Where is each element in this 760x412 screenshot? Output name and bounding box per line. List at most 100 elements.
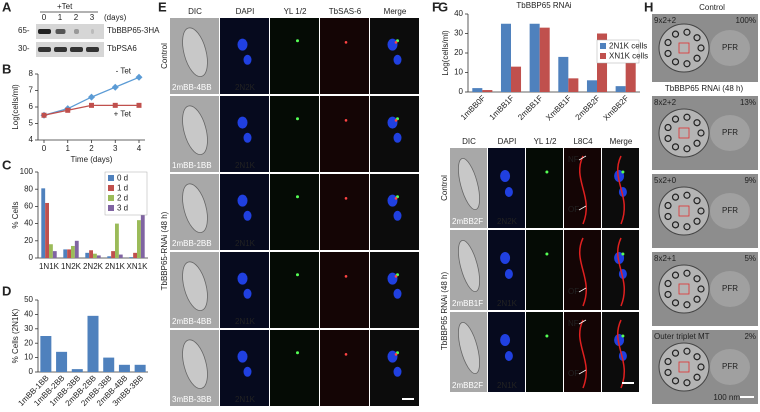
panel-label: B [2,61,11,76]
bar [111,251,115,258]
axoneme [658,264,710,314]
y-tick-label: 5 [29,119,34,128]
doublet [693,119,701,127]
bar [472,88,483,92]
band [38,47,51,52]
panel-label: D [2,283,11,298]
scale-label: 100 nm [713,393,740,402]
bar [96,255,101,258]
nucleus [393,210,402,221]
axoneme [658,23,710,73]
cell [182,27,208,77]
doublet [664,134,672,143]
axoneme [658,108,710,158]
micrograph [320,96,369,172]
arrow [578,369,587,375]
central-pair [678,42,690,54]
treatment: +Tet [57,2,73,11]
y-tick-label: 8 [29,69,34,78]
y-tick-label: 40 [24,219,33,228]
image-name: 5x2+0 [654,176,677,185]
bar [568,78,579,92]
bar [137,220,141,258]
signal [344,197,348,200]
bar [45,202,49,258]
column-header: Merge [610,137,633,146]
nucleus [237,272,248,285]
y-tick-label: 50 [24,295,33,304]
cell [182,339,208,389]
signal [545,170,549,174]
x-axis-label: Time (days) [71,155,113,164]
y-tick-label: 20 [24,338,33,347]
image-name: Outer triplet MT [654,332,710,341]
bar [49,244,53,258]
x-tick-label: XmBB1F [544,93,573,122]
nucleus [387,194,398,207]
bar [71,369,83,372]
flagellum [616,155,626,225]
band [38,29,51,34]
image-name: 8x2+2 [654,98,677,107]
legend-box [596,39,640,64]
y-tick-label: 40 [24,310,33,319]
nucleus [393,288,402,299]
structure-label: PFR [722,284,738,293]
micrograph [270,18,319,94]
legend-label: 3 d [117,204,128,213]
bar [67,249,71,258]
bar [118,254,123,258]
micrograph [220,18,269,94]
doublet [671,299,680,307]
x-tick-label: XN1K [127,262,149,271]
cell [182,105,208,155]
cell [182,261,208,311]
x-tick-label: 0 [42,144,47,153]
x-tick-label: 1N1K [39,262,60,271]
cell [458,240,480,292]
doublet [693,217,701,225]
row-group: Control [160,43,169,69]
flagellum [578,155,588,225]
bar [41,188,46,258]
row-group: TbBBP65-RNAi (48 h) [160,211,169,290]
marker [136,102,142,108]
column-header: DAPI [498,137,517,146]
doublet [671,58,680,66]
signal [621,334,625,338]
nuclei-count: 2N1K [235,317,256,326]
micrograph [320,330,369,406]
y-tick-label: 0 [29,367,34,376]
cell [458,158,480,210]
legend-label: XN1K cells [609,52,648,61]
signal [296,273,299,277]
column-header: TbSAS-6 [329,7,362,16]
panel-label: E [158,0,167,14]
signal [545,334,549,338]
cell-type: 3mBB-3BB [172,395,212,404]
doublet [671,271,680,279]
doublet [697,129,705,137]
legend-swatch [108,195,114,201]
micrograph [220,252,269,328]
marker [88,93,95,101]
doublet [664,201,672,210]
signal [394,41,398,44]
image-name: 9x2+2 [654,16,677,25]
cell [182,183,208,233]
signal [344,119,348,122]
micrograph [220,96,269,172]
signal [394,119,398,122]
bar [140,185,145,258]
nucleus [387,38,398,51]
legend-swatch [108,185,114,191]
nucleus [237,116,248,129]
doublet [697,44,705,52]
micrograph [220,174,269,250]
legend-swatch [600,53,606,59]
arrow [578,287,587,293]
nucleus [393,366,402,377]
legend-label: 2N1K cells [609,42,647,51]
central-pair [678,205,690,217]
doublet [683,191,691,199]
